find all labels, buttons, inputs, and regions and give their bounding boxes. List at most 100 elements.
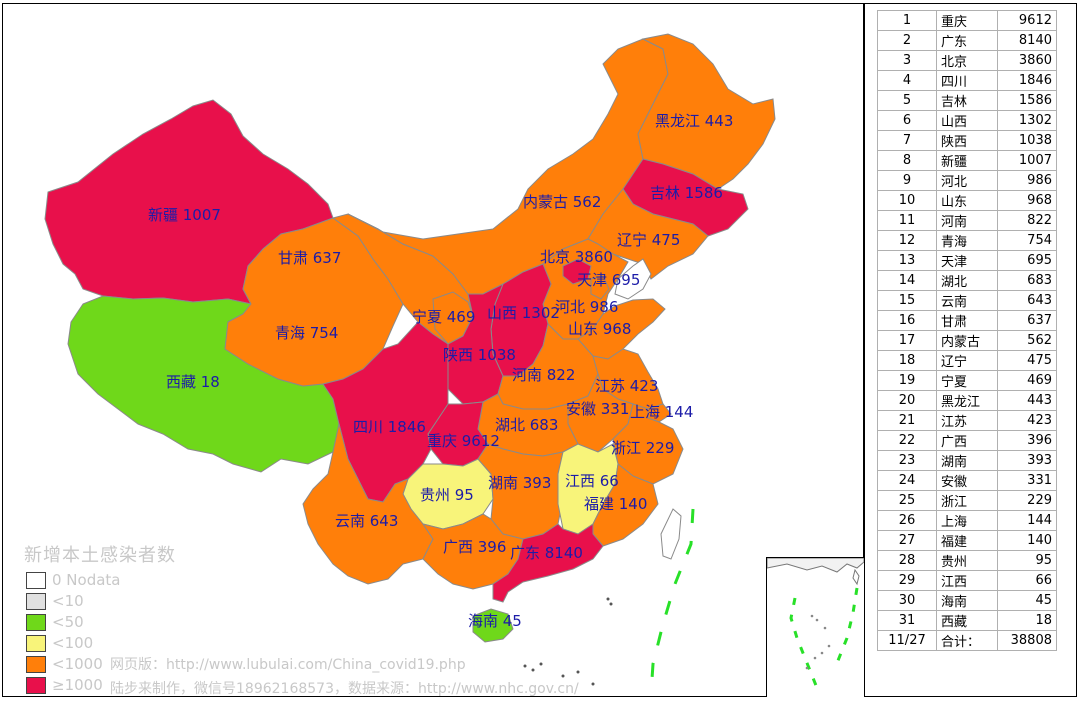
count-cell: 95 xyxy=(997,550,1057,571)
label-hubei: 湖北 683 xyxy=(495,416,559,434)
province-cell: 甘肃 xyxy=(936,310,998,331)
label-beijing: 北京 3860 xyxy=(540,248,613,266)
south-china-sea-inset xyxy=(766,557,864,697)
credit-web-version: 网页版：http://www.lubulai.com/China_covid19… xyxy=(110,657,466,673)
label-sichuan: 四川 1846 xyxy=(353,418,426,436)
count-cell: 443 xyxy=(997,390,1057,411)
province-cell: 天津 xyxy=(936,250,998,271)
table-row: 18 辽宁 475 xyxy=(877,350,1057,371)
label-anhui: 安徽 331 xyxy=(566,400,630,418)
province-cell: 云南 xyxy=(936,290,998,311)
count-cell: 986 xyxy=(997,170,1057,191)
province-beijing[interactable] xyxy=(562,258,592,285)
label-jilin: 吉林 1586 xyxy=(650,184,723,202)
table-row: 24 安徽 331 xyxy=(877,470,1057,491)
province-cell: 黑龙江 xyxy=(936,390,998,411)
label-gansu: 甘肃 637 xyxy=(278,249,342,267)
table-row: 13 天津 695 xyxy=(877,250,1057,271)
province-cell: 贵州 xyxy=(936,550,998,571)
legend-label: <1000 xyxy=(52,655,103,673)
label-tianjin: 天津 695 xyxy=(577,271,641,289)
legend-swatch xyxy=(26,656,46,673)
label-zhejiang: 浙江 229 xyxy=(611,439,675,457)
rank-cell: 16 xyxy=(877,310,937,331)
count-cell: 695 xyxy=(997,250,1057,271)
table-row: 5 吉林 1586 xyxy=(877,90,1057,111)
table-row: 4 四川 1846 xyxy=(877,70,1057,91)
label-liaoning: 辽宁 475 xyxy=(617,231,681,249)
label-yunnan: 云南 643 xyxy=(335,512,399,530)
rank-cell: 1 xyxy=(877,10,937,31)
label-shanghai: 上海 144 xyxy=(630,403,694,421)
legend-swatch xyxy=(26,593,46,610)
province-cell: 上海 xyxy=(936,510,998,531)
sea-boundary-line xyxy=(649,508,695,695)
count-cell: 822 xyxy=(997,210,1057,231)
panel-divider xyxy=(863,3,865,697)
legend-swatch xyxy=(26,572,46,589)
label-guizhou: 贵州 95 xyxy=(420,486,474,504)
province-hainan[interactable] xyxy=(472,608,514,643)
rank-cell: 22 xyxy=(877,430,937,451)
province-qinghai[interactable] xyxy=(224,217,404,387)
credit-author-source: 陆步来制作，微信号18962168573，数据来源：http://www.nhc… xyxy=(110,681,579,697)
province-taiwan[interactable] xyxy=(660,508,682,560)
table-row: 14 湖北 683 xyxy=(877,270,1057,291)
inset-map xyxy=(767,558,864,689)
label-xizang: 西藏 18 xyxy=(166,373,220,391)
table-row: 31 西藏 18 xyxy=(877,610,1057,631)
province-cell: 重庆 xyxy=(936,10,998,31)
table-row: 27 福建 140 xyxy=(877,530,1057,551)
province-cell: 山东 xyxy=(936,190,998,211)
province-cell: 海南 xyxy=(936,590,998,611)
table-row: 2 广东 8140 xyxy=(877,30,1057,51)
rank-cell: 9 xyxy=(877,170,937,191)
table-row: 9 河北 986 xyxy=(877,170,1057,191)
province-cell: 陕西 xyxy=(936,130,998,151)
province-cell: 四川 xyxy=(936,70,998,91)
rank-cell: 3 xyxy=(877,50,937,71)
province-cell: 内蒙古 xyxy=(936,330,998,351)
table-row: 3 北京 3860 xyxy=(877,50,1057,71)
rank-cell: 7 xyxy=(877,130,937,151)
province-tianjin[interactable] xyxy=(590,275,610,300)
province-cell: 辽宁 xyxy=(936,350,998,371)
label-jiangsu: 江苏 423 xyxy=(595,377,659,395)
count-cell: 968 xyxy=(997,190,1057,211)
rank-cell: 6 xyxy=(877,110,937,131)
table-row: 19 宁夏 469 xyxy=(877,370,1057,391)
province-cell: 宁夏 xyxy=(936,370,998,391)
rank-cell: 23 xyxy=(877,450,937,471)
legend-label: 0 Nodata xyxy=(52,571,121,589)
rank-cell: 24 xyxy=(877,470,937,491)
table-row: 6 山西 1302 xyxy=(877,110,1057,131)
rank-cell: 8 xyxy=(877,150,937,171)
table-row: 15 云南 643 xyxy=(877,290,1057,311)
count-cell: 66 xyxy=(997,570,1057,591)
province-guangdong[interactable] xyxy=(492,523,604,603)
province-cell: 安徽 xyxy=(936,470,998,491)
count-cell: 683 xyxy=(997,270,1057,291)
table-row: 25 浙江 229 xyxy=(877,490,1057,511)
province-heilongjiang[interactable] xyxy=(637,33,776,190)
label-heilongjiang: 黑龙江 443 xyxy=(655,112,734,130)
province-cell: 广东 xyxy=(936,30,998,51)
count-cell: 393 xyxy=(997,450,1057,471)
table-row: 12 青海 754 xyxy=(877,230,1057,251)
count-cell: 8140 xyxy=(997,30,1057,51)
province-yunnan[interactable] xyxy=(302,423,434,585)
rank-cell: 21 xyxy=(877,410,937,431)
rank-cell: 15 xyxy=(877,290,937,311)
rank-cell: 19 xyxy=(877,370,937,391)
rank-cell: 13 xyxy=(877,250,937,271)
count-cell: 754 xyxy=(997,230,1057,251)
province-fujian[interactable] xyxy=(592,463,659,547)
count-cell: 331 xyxy=(997,470,1057,491)
rank-cell: 12 xyxy=(877,230,937,251)
count-cell: 637 xyxy=(997,310,1057,331)
south-sea-islands xyxy=(523,597,613,686)
count-cell: 562 xyxy=(997,330,1057,351)
legend-label: <50 xyxy=(52,613,84,631)
label-hunan: 湖南 393 xyxy=(488,474,552,492)
table-row: 23 湖南 393 xyxy=(877,450,1057,471)
